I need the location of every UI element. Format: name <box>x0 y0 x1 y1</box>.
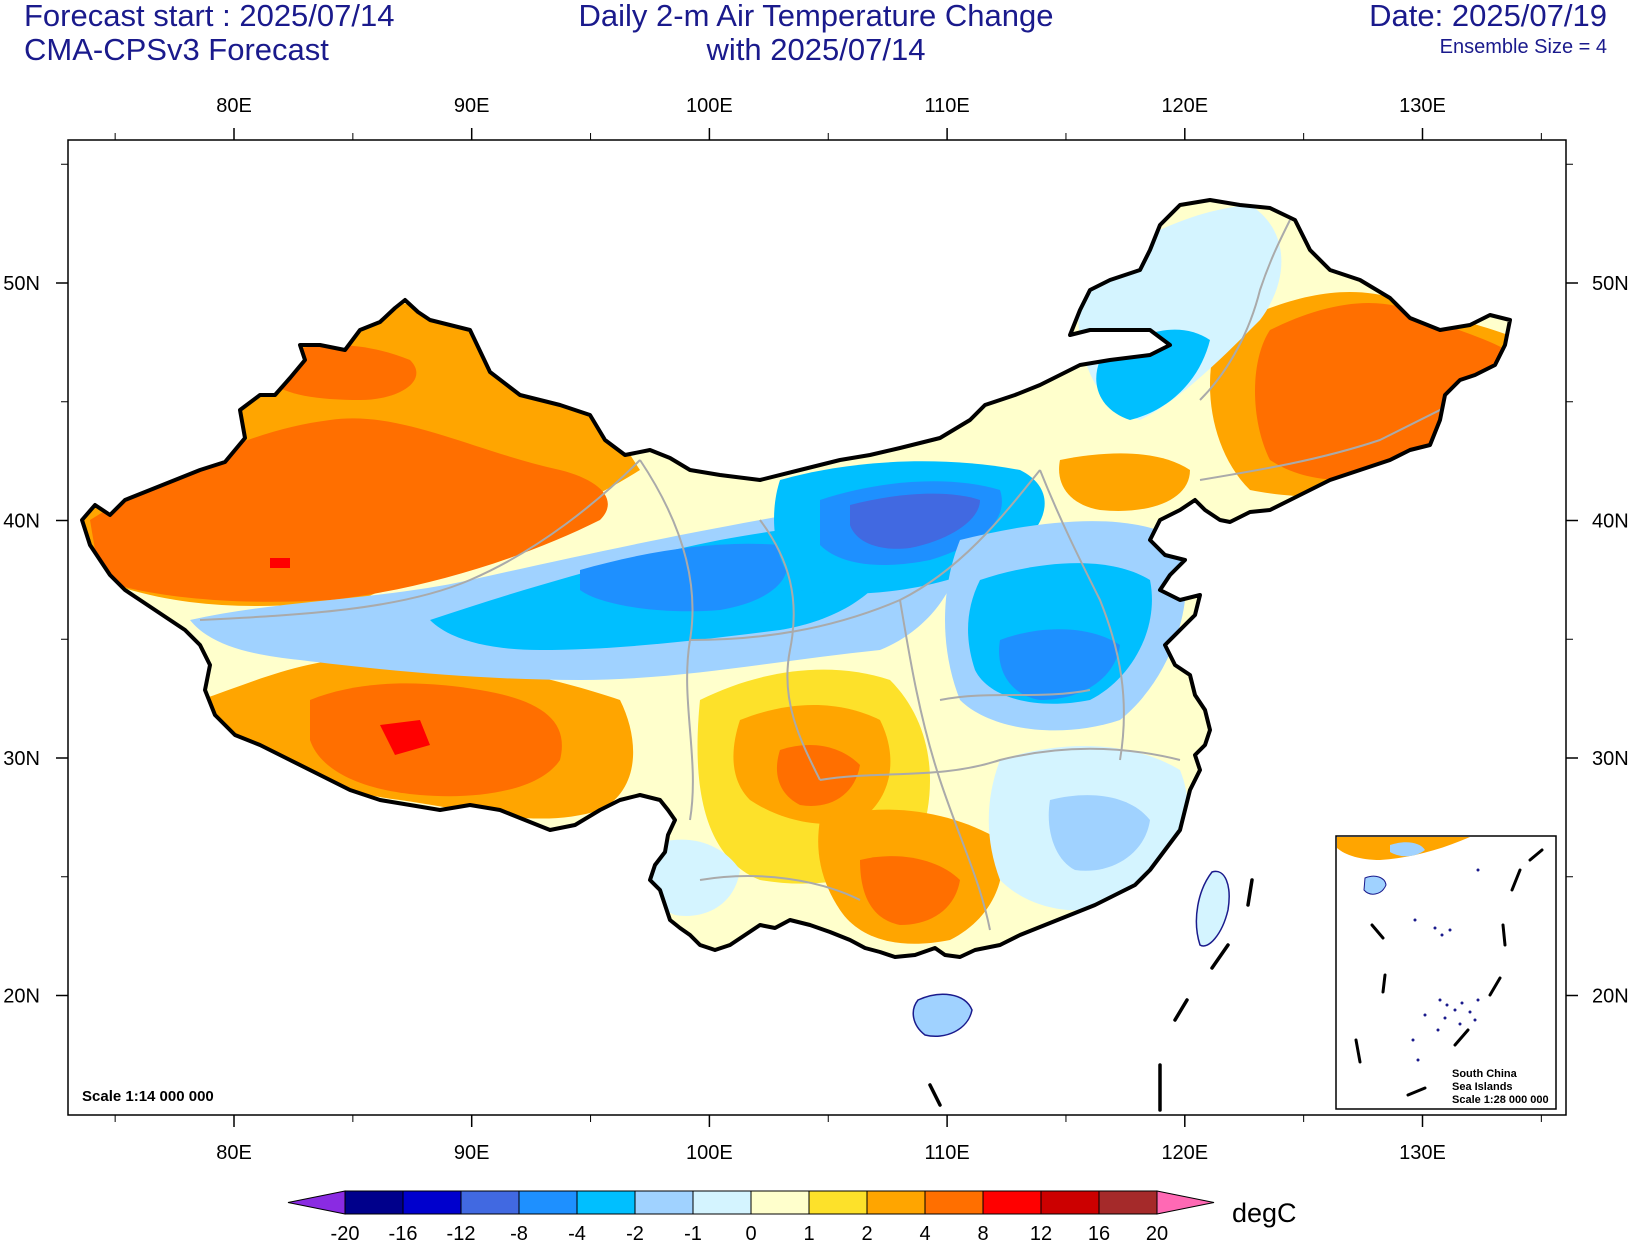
colorbar-low-triangle <box>287 1190 346 1215</box>
lon-label-top: 90E <box>454 95 490 117</box>
colorbar-tick-label: -8 <box>510 1223 528 1241</box>
province-boundaries <box>199 219 1501 931</box>
model-label: CMA-CPSv3 Forecast <box>24 32 329 67</box>
colorbar-swatch <box>692 1190 752 1215</box>
colorbar-tick-label: -12 <box>447 1223 476 1241</box>
hainan-island <box>912 993 973 1037</box>
colorbar-tick-label: 16 <box>1088 1223 1110 1241</box>
colorbar-swatch <box>866 1190 926 1215</box>
colorbar-swatch <box>924 1190 984 1215</box>
colorbar-swatch <box>1040 1190 1100 1215</box>
inset-label-2: Sea Islands <box>1452 1081 1513 1093</box>
colorbar-tick-label: 4 <box>919 1223 930 1241</box>
colorbar-swatch <box>1098 1190 1158 1215</box>
colorbar-tick-label: -1 <box>684 1223 702 1241</box>
colorbar-tick-label: -2 <box>626 1223 644 1241</box>
colorbar-swatch <box>460 1190 520 1215</box>
lon-label-bottom: 80E <box>216 1142 252 1164</box>
colorbar-swatch <box>576 1190 636 1215</box>
lat-label-left: 20N <box>3 986 40 1008</box>
lon-label-top: 110E <box>924 95 969 117</box>
lon-label-bottom: 100E <box>686 1142 733 1164</box>
colorbar-swatch <box>750 1190 810 1215</box>
inset-scale-label: Scale 1:28 000 000 <box>1452 1094 1549 1106</box>
lat-label-right: 50N <box>1592 273 1629 295</box>
forecast-start-label: Forecast start : 2025/07/14 <box>24 0 395 33</box>
lon-label-bottom: 90E <box>454 1142 490 1164</box>
colorbar-swatch <box>402 1190 462 1215</box>
colorbar-tick-label: 0 <box>745 1223 756 1241</box>
colorbar-tick-label: 8 <box>977 1223 988 1241</box>
colorbar-tick-label: 12 <box>1030 1223 1052 1241</box>
lon-label-top: 130E <box>1399 95 1446 117</box>
map-axes: 80E 80E 90E 90E 100E 100E 110E 110E 120E 120E 130E… <box>3 95 1628 1164</box>
lat-label-left: 30N <box>3 748 40 770</box>
colorbar-swatch <box>808 1190 868 1215</box>
colorbar-swatch <box>634 1190 694 1215</box>
lon-label-top: 80E <box>216 95 252 117</box>
lat-label-left: 40N <box>3 511 40 533</box>
colorbar-tick-label: -4 <box>568 1223 586 1241</box>
lat-label-right: 40N <box>1592 511 1629 533</box>
colorbar-unit-label: degC <box>1232 1198 1297 1228</box>
lon-label-top: 120E <box>1161 95 1208 117</box>
taiwan-island <box>1195 870 1230 947</box>
inset-label-1: South China <box>1452 1068 1518 1080</box>
colorbar-tick-label: 2 <box>861 1223 872 1241</box>
lat-label-left: 50N <box>3 273 40 295</box>
lat-label-right: 20N <box>1592 986 1629 1008</box>
china-border <box>80 198 1512 959</box>
colorbar-swatch <box>344 1190 404 1215</box>
lon-label-bottom: 130E <box>1399 1142 1446 1164</box>
lat-label-right: 30N <box>1592 748 1629 770</box>
colorbar-high-triangle <box>1156 1190 1215 1215</box>
colorbar-swatch <box>518 1190 578 1215</box>
colorbar-swatch <box>982 1190 1042 1215</box>
map-title-line1: Daily 2-m Air Temperature Change <box>578 0 1054 33</box>
nine-dash-line <box>928 878 1254 1112</box>
lon-label-top: 100E <box>686 95 733 117</box>
colorbar-tick-label: 20 <box>1146 1223 1168 1241</box>
lon-label-bottom: 120E <box>1161 1142 1208 1164</box>
lon-label-bottom: 110E <box>924 1142 969 1164</box>
colorbar-tick-label: 1 <box>803 1223 814 1241</box>
colorbar-tick-label: -16 <box>389 1223 418 1241</box>
ensemble-size-label: Ensemble Size = 4 <box>1439 36 1607 58</box>
colorbar-tick-label: -20 <box>331 1223 360 1241</box>
south-china-sea-inset: South China Sea Islands Scale 1:28 000 0… <box>1335 835 1557 1110</box>
map-scale-label: Scale 1:14 000 000 <box>82 1088 214 1105</box>
valid-date-label: Date: 2025/07/19 <box>1369 0 1607 33</box>
map-title-line2: with 2025/07/14 <box>706 32 926 67</box>
